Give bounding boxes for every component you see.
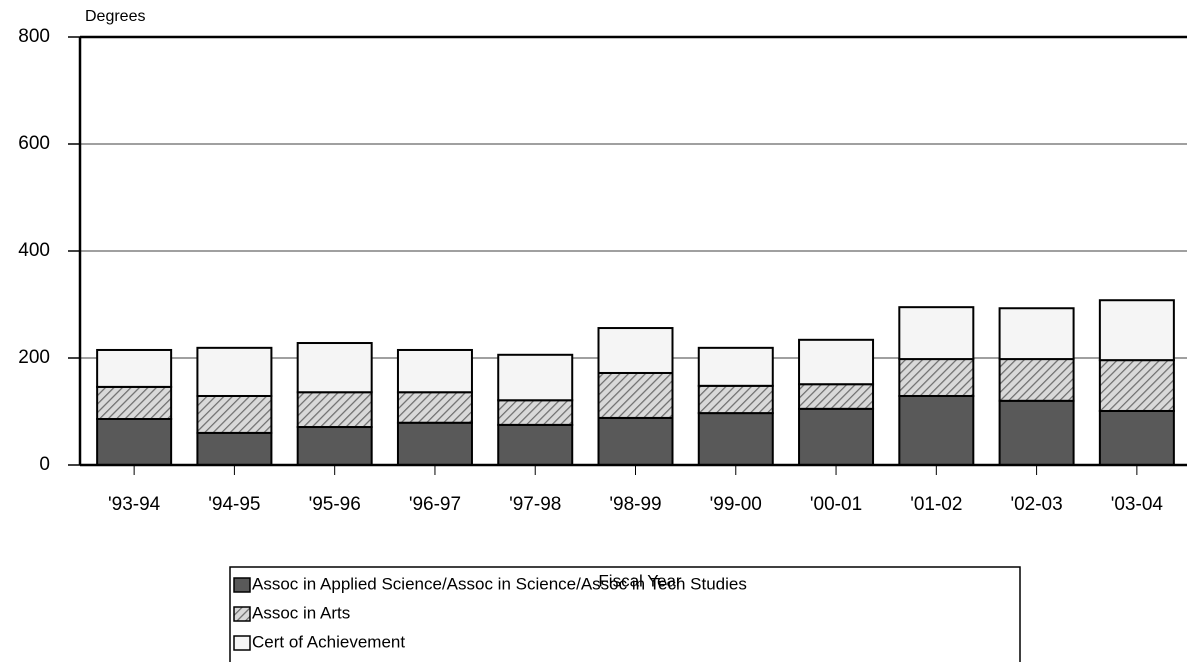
bar-segment xyxy=(597,327,674,374)
x-tick-label: '95-96 xyxy=(309,494,361,515)
x-tick-label: '03-04 xyxy=(1111,494,1164,515)
legend-label: Assoc in Applied Science/Assoc in Scienc… xyxy=(252,574,747,593)
bar-segment xyxy=(497,353,574,402)
y-tick-label: 400 xyxy=(18,240,50,261)
bar-segment xyxy=(396,421,473,466)
bar-segment xyxy=(597,416,674,467)
bar-segment xyxy=(998,358,1075,402)
bar-segment xyxy=(697,412,774,467)
x-axis-label: Fiscal Year xyxy=(598,571,681,590)
bar-segment xyxy=(798,407,875,467)
x-tick-label: '94-95 xyxy=(208,494,260,515)
x-tick-label: '00-01 xyxy=(810,494,862,515)
y-axis-label: Degrees xyxy=(85,8,145,25)
bar-segment xyxy=(296,391,373,429)
legend-swatch xyxy=(233,577,251,593)
bar-segment xyxy=(798,338,875,386)
bar-segment xyxy=(898,394,975,466)
bar-segment xyxy=(697,346,774,387)
bar-segment xyxy=(497,423,574,466)
bar-segment xyxy=(196,431,273,466)
legend-swatch xyxy=(233,635,251,651)
bar-segment xyxy=(96,417,173,466)
x-tick-label: '97-98 xyxy=(509,494,561,515)
y-tick-label: 0 xyxy=(39,454,50,475)
bar-segment xyxy=(998,399,1075,466)
bar-segment xyxy=(96,385,173,420)
x-tick-label: '96-97 xyxy=(409,494,461,515)
bar-segment xyxy=(1098,409,1175,466)
legend-swatch xyxy=(233,606,251,622)
bar-segment xyxy=(697,384,774,415)
bar-segment xyxy=(497,399,574,426)
y-tick-label: 600 xyxy=(18,133,50,154)
bar-segment xyxy=(396,391,473,424)
x-tick-label: '98-99 xyxy=(609,494,661,515)
bar-segment xyxy=(296,426,373,467)
bar-segment xyxy=(296,342,373,394)
bar-segment xyxy=(798,383,875,410)
x-tick-label: '93-94 xyxy=(108,494,161,515)
bar-segment xyxy=(898,306,975,361)
x-tick-label: '01-02 xyxy=(910,494,962,515)
bar-segment xyxy=(898,358,975,397)
legend-box xyxy=(229,566,1021,662)
legend-label: Cert of Achievement xyxy=(252,632,405,651)
bar-segment xyxy=(998,307,1075,361)
bar-segment xyxy=(96,348,173,388)
bar-segment xyxy=(1098,359,1175,412)
bar-segment xyxy=(1098,299,1175,362)
y-tick-label: 800 xyxy=(18,26,50,47)
x-tick-label: '99-00 xyxy=(710,494,762,515)
bar-segment xyxy=(396,348,473,394)
bar-segment xyxy=(597,371,674,419)
x-tick-label: '02-03 xyxy=(1010,494,1062,515)
y-tick-label: 200 xyxy=(18,347,50,368)
bar-segment xyxy=(196,394,273,434)
legend-label: Assoc in Arts xyxy=(252,603,350,622)
bar-segment xyxy=(196,346,273,397)
